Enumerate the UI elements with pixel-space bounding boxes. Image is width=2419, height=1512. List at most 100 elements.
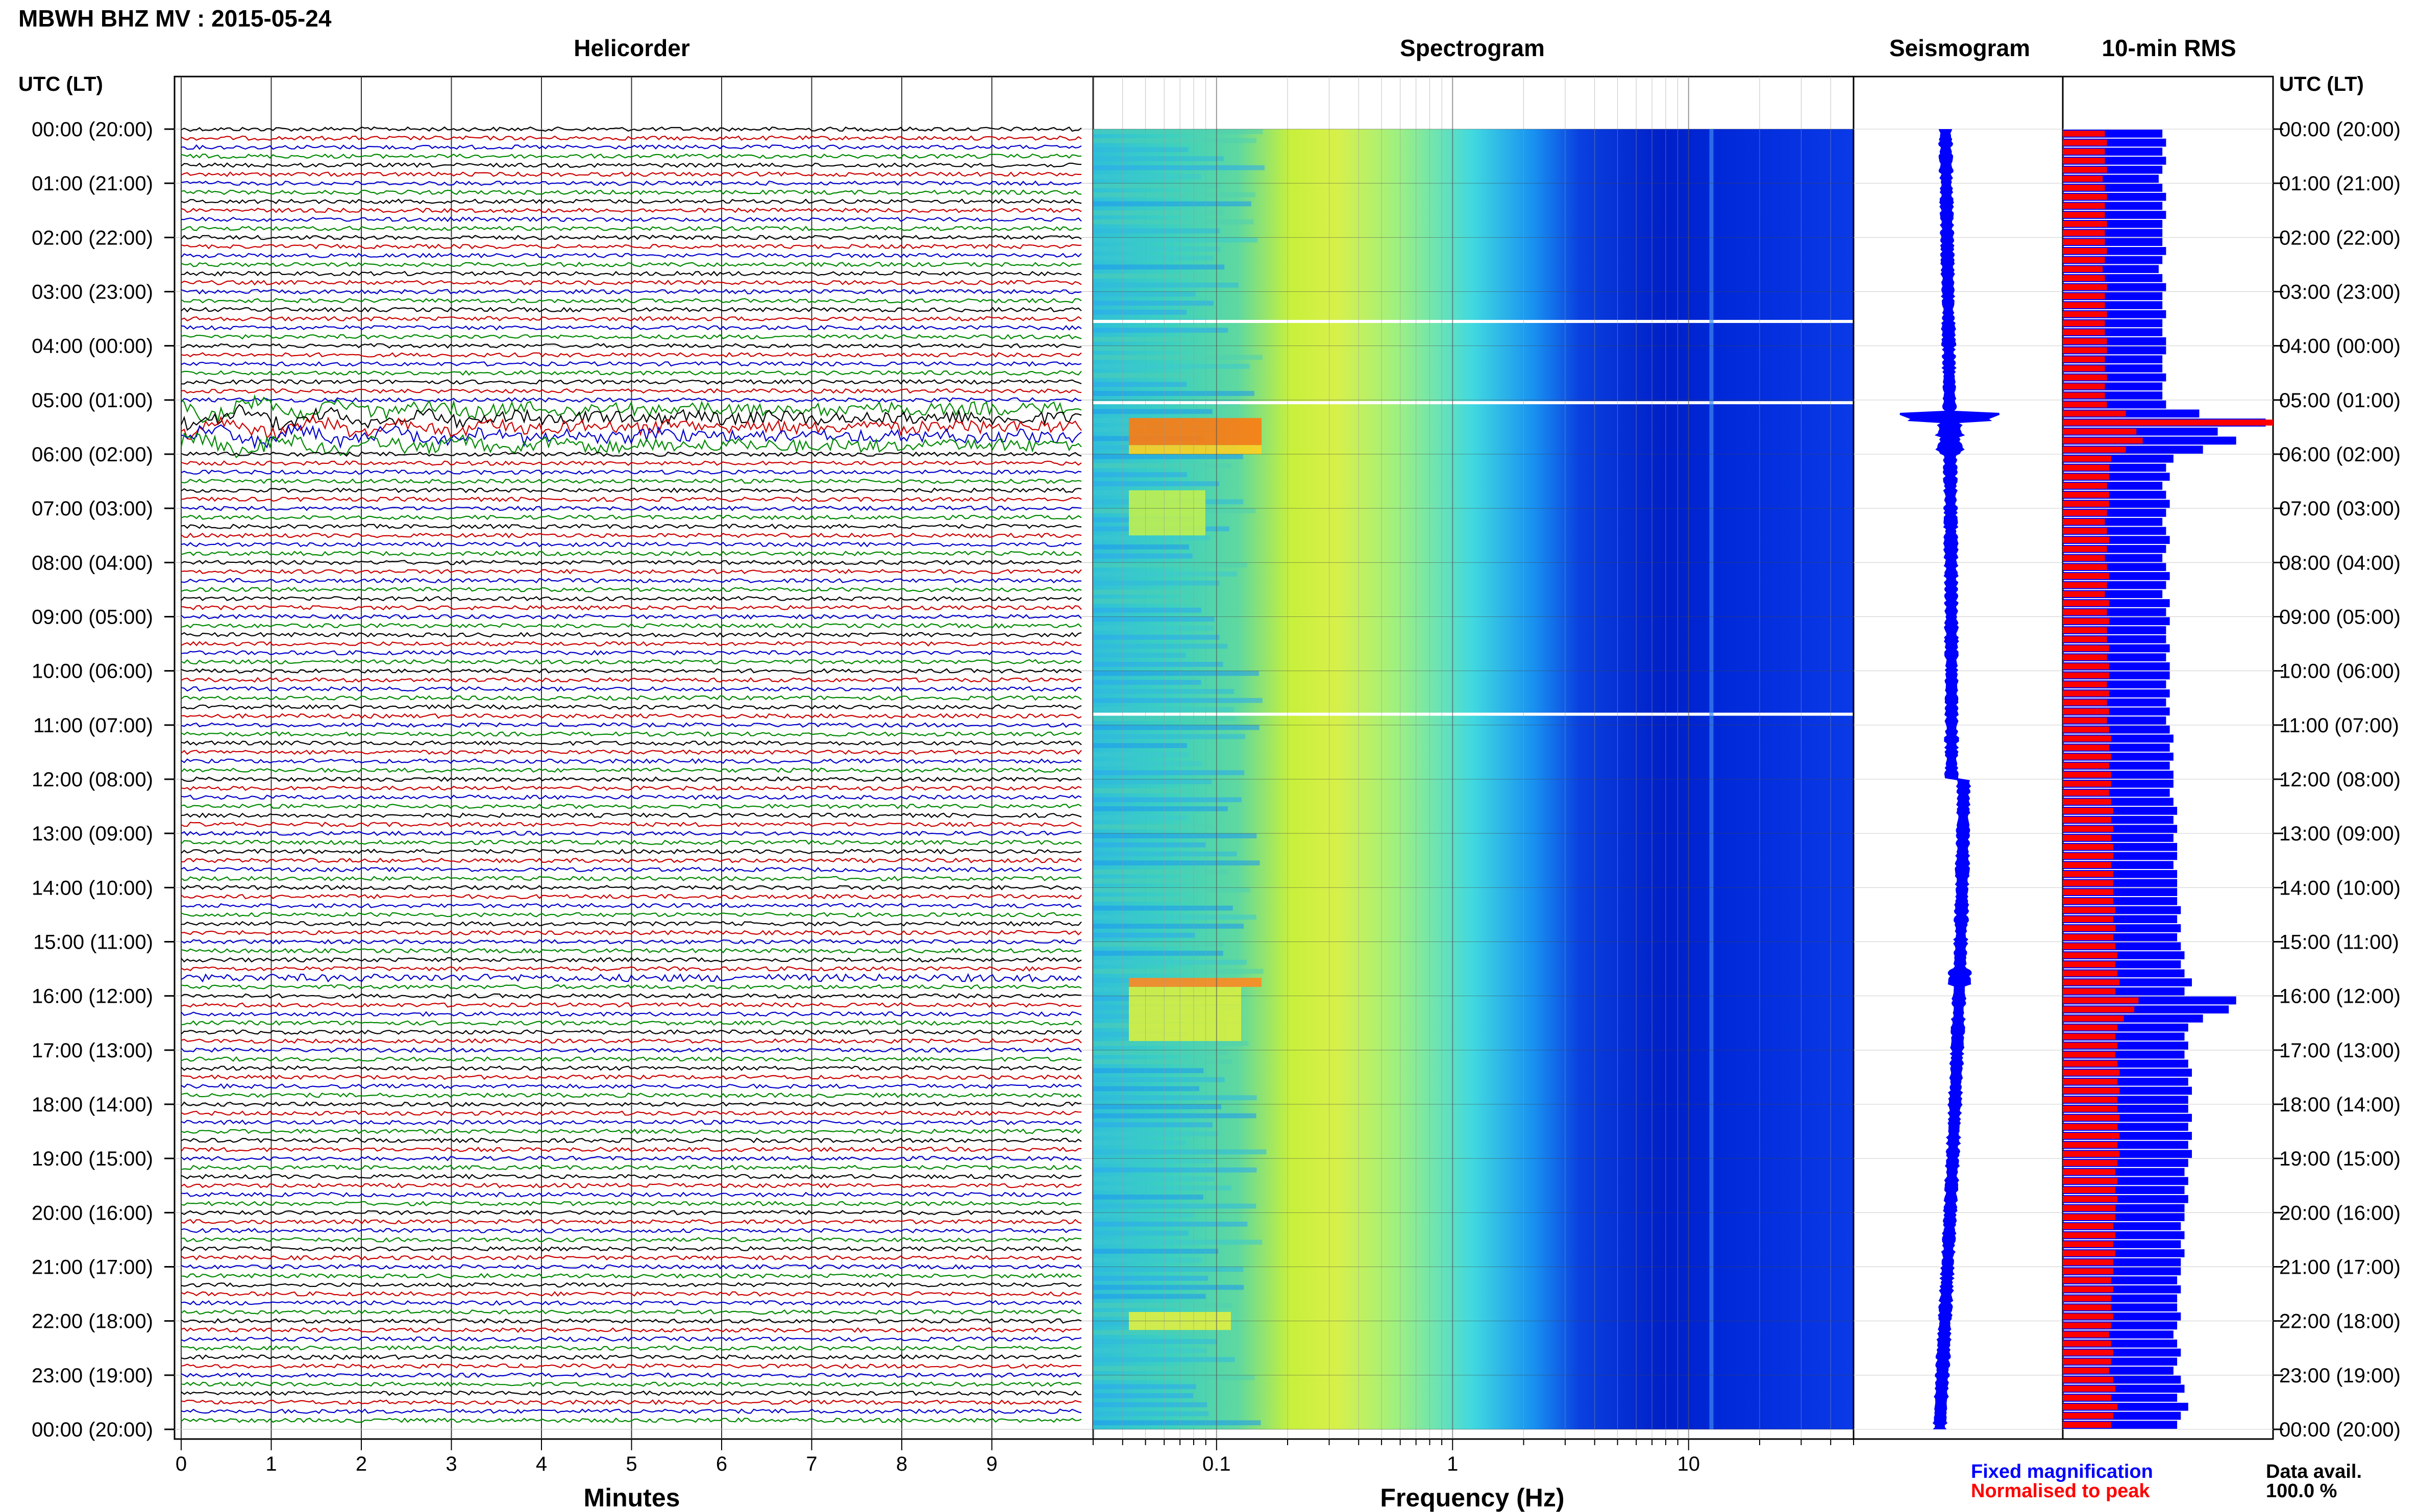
helicorder-trace: [181, 668, 1082, 674]
rms-normalised-bar: [2063, 799, 2111, 805]
time-label-left: 12:00 (08:00): [32, 769, 153, 791]
helicorder-trace: [181, 830, 1082, 836]
spectrogram-row-band: [1093, 761, 1202, 766]
spectrogram-row-band: [1093, 264, 1225, 270]
spectrogram-row-band: [1093, 1203, 1256, 1209]
spectrogram-row-band: [1093, 806, 1228, 811]
rms-normalised-bar: [2063, 961, 2115, 968]
spectrogram-event-band: [1129, 1005, 1241, 1014]
rms-normalised-bar: [2063, 1043, 2118, 1049]
helicorder-trace: [181, 361, 1082, 367]
rms-normalised-bar: [2063, 663, 2109, 670]
rms-normalised-bar: [2063, 1033, 2115, 1040]
helicorder-trace: [181, 1354, 1082, 1360]
helicorder-trace: [181, 1228, 1082, 1233]
helicorder-trace: [181, 1110, 1082, 1117]
time-label-left: 03:00 (23:00): [32, 281, 153, 304]
rms-normalised-bar: [2063, 1403, 2118, 1410]
frequency-axis: 0.1 1 10: [1093, 1439, 1854, 1475]
spectrogram-row-band: [1093, 1366, 1199, 1371]
rms-normalised-bar: [2063, 1160, 2118, 1166]
spectrogram-row-band: [1093, 1303, 1232, 1308]
spectrogram-event-band: [1129, 996, 1241, 1005]
spectrogram-row-band: [1093, 129, 1263, 134]
rms-normalised-bar: [2063, 717, 2107, 724]
spectrogram-row-band: [1093, 1140, 1186, 1146]
rms-normalised-bar: [2063, 275, 2105, 281]
rms-normalised-bar: [2063, 997, 2139, 1004]
helicorder-trace: [181, 623, 1082, 629]
spectrogram-row-band: [1093, 643, 1228, 649]
rms-normalised-bar: [2063, 753, 2111, 760]
time-label-left: 14:00 (10:00): [32, 877, 153, 899]
spectrogram-row-band: [1093, 779, 1212, 784]
helicorder-trace: [181, 659, 1082, 665]
helicorder-trace: [181, 1029, 1082, 1035]
time-label-left: 01:00 (21:00): [32, 172, 153, 195]
helicorder-trace: [181, 514, 1082, 520]
time-label-right: 22:00 (18:00): [2279, 1310, 2401, 1333]
rms-normalised-bar: [2063, 148, 2105, 155]
helicorder-trace: [181, 1417, 1082, 1423]
frequency-tick-label: 1: [1447, 1453, 1458, 1475]
rms-normalised-bar: [2063, 428, 2137, 435]
helicorder-trace: [181, 1363, 1082, 1369]
timezone-label-left: UTC (LT): [18, 73, 103, 95]
helicorder-trace: [181, 394, 1082, 424]
time-label-left: 08:00 (04:00): [32, 552, 153, 574]
spectrogram-row-band: [1093, 1149, 1267, 1155]
helicorder-trace: [181, 632, 1082, 638]
spectrogram-event-band: [1129, 427, 1262, 436]
spectrogram-row-band: [1093, 1113, 1256, 1119]
spectrogram-row-band: [1093, 634, 1220, 640]
spectrogram-event-band: [1129, 1023, 1241, 1032]
spectrogram-row-band: [1093, 192, 1255, 197]
spectrogram-row-band: [1093, 156, 1224, 161]
rms-normalised-bar: [2063, 185, 2105, 191]
minute-tick-label: 2: [356, 1453, 367, 1475]
helicorder-trace: [181, 280, 1082, 286]
spectrogram-row-band: [1093, 1393, 1193, 1398]
helicorder-trace: [181, 153, 1082, 159]
rms-normalised-bar: [2063, 1151, 2120, 1157]
rms-normalised-bar: [2063, 555, 2105, 561]
spectrogram-event-band: [1129, 526, 1205, 536]
helicorder-trace: [181, 894, 1082, 900]
rms-normalised-bar: [2063, 293, 2105, 300]
timezone-label-right: UTC (LT): [2279, 73, 2364, 95]
spectrogram-row-band: [1093, 1086, 1199, 1092]
rms-normalised-bar: [2063, 600, 2109, 606]
spectrogram-row-band: [1093, 282, 1239, 288]
helicorder-trace: [181, 135, 1082, 141]
rms-normalised-bar: [2063, 383, 2105, 390]
spectrogram-row-band: [1093, 851, 1237, 857]
time-label-left: 06:00 (02:00): [32, 443, 153, 466]
rms-normalised-bar: [2063, 745, 2109, 751]
rms-normalised-bar: [2063, 176, 2103, 182]
helicorder-trace: [181, 1345, 1082, 1351]
helicorder-trace: [181, 524, 1082, 530]
spectrogram-event-band: [1129, 1014, 1241, 1023]
time-label-left: 18:00 (14:00): [32, 1094, 153, 1116]
rms-normalised-bar: [2063, 220, 2107, 227]
helicorder-trace: [181, 216, 1082, 222]
helicorder-trace: [181, 586, 1082, 592]
spectrogram-row-band: [1093, 409, 1213, 414]
spectrogram-row-band: [1093, 1104, 1221, 1109]
spectrogram-row-band: [1093, 572, 1237, 577]
rms-normalised-bar: [2063, 1169, 2115, 1175]
rms-normalised-bar: [2063, 1349, 2113, 1356]
helicorder-trace: [181, 966, 1082, 972]
rms-normalised-bar: [2063, 582, 2107, 588]
rms-normalised-bar: [2063, 356, 2105, 363]
rms-normalised-bar: [2063, 491, 2109, 498]
helicorder-trace: [181, 1327, 1082, 1333]
helicorder-trace: [181, 1255, 1082, 1261]
spectrogram-row-band: [1093, 616, 1215, 622]
rms-normalised-bar: [2063, 1196, 2118, 1202]
rms-normalised-bar: [2063, 943, 2115, 950]
helicorder-trace: [181, 1300, 1082, 1306]
helicorder-trace: [181, 921, 1082, 927]
spectrogram-row-band: [1093, 1330, 1204, 1335]
rms-normalised-bar: [2063, 1114, 2120, 1121]
